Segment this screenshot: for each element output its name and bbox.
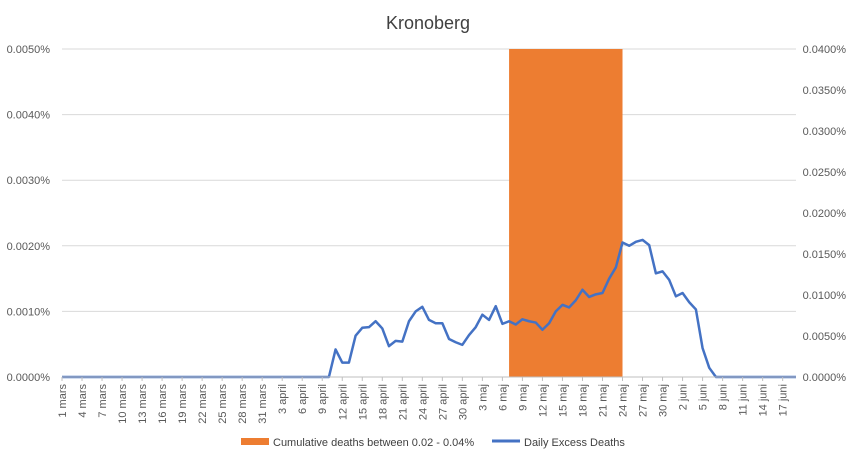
x-tick-label: 13 mars — [137, 384, 149, 424]
x-tick-label: 22 mars — [197, 384, 209, 424]
x-axis: 1 mars 4 mars 7 mars 10 mars 13 mars 16 mars 1… — [57, 377, 790, 424]
y-right-tick-label: 0.0200% — [803, 208, 847, 220]
x-tick-label: 8 juni — [718, 384, 730, 410]
x-tick-label: 7 mars — [97, 384, 109, 418]
x-tick-label: 9 maj — [517, 384, 529, 411]
x-tick-label: 24 maj — [618, 384, 630, 417]
x-tick-label: 6 maj — [497, 384, 509, 411]
y-left-tick-label: 0.0020% — [7, 241, 51, 253]
x-tick-label: 12 maj — [537, 384, 549, 417]
y-right-tick-label: 0.0100% — [803, 290, 847, 302]
x-tick-label: 4 mars — [77, 384, 89, 418]
x-tick-label: 16 mars — [157, 384, 169, 424]
x-tick-label: 5 juni — [698, 384, 710, 410]
band-rect — [509, 49, 623, 377]
x-tick-label: 3 april — [277, 384, 289, 414]
series-line-daily-excess-deaths — [62, 238, 796, 379]
line-layer — [62, 238, 796, 379]
x-tick-label: 9 april — [317, 384, 329, 414]
x-tick-label: 25 mars — [217, 384, 229, 424]
x-tick-label: 21 maj — [597, 384, 609, 417]
y-right-tick-label: 0.0350% — [803, 85, 847, 97]
x-tick-label: 11 juni — [738, 384, 750, 416]
x-tick-label: 30 april — [457, 384, 469, 420]
x-tick-label: 27 maj — [638, 384, 650, 417]
band-layer — [509, 49, 623, 377]
x-tick-label: 19 mars — [177, 384, 189, 424]
y-right-axis: 0.0000% 0.0050% 0.0100% 0.0150% 0.0200% 0.025… — [803, 44, 847, 384]
legend: Cumulative deaths between 0.02 - 0.04% D… — [241, 437, 625, 449]
x-tick-label: 1 mars — [57, 384, 69, 418]
x-tick-label: 10 mars — [117, 384, 129, 424]
y-left-tick-label: 0.0000% — [7, 372, 51, 384]
x-tick-label: 18 maj — [577, 384, 589, 417]
y-right-tick-label: 0.0250% — [803, 167, 847, 179]
x-tick-label: 28 mars — [237, 384, 249, 424]
y-right-tick-label: 0.0150% — [803, 249, 847, 261]
y-right-tick-label: 0.0400% — [803, 44, 847, 56]
x-tick-label: 15 april — [357, 384, 369, 420]
x-tick-label: 14 juni — [758, 384, 770, 416]
x-tick-label: 6 april — [297, 384, 309, 414]
legend-label-band: Cumulative deaths between 0.02 - 0.04% — [273, 437, 474, 449]
chart-title: Kronoberg — [386, 13, 470, 33]
x-tick-label: 18 april — [377, 384, 389, 420]
legend-swatch-band — [241, 438, 269, 445]
y-right-tick-label: 0.0300% — [803, 126, 847, 138]
y-right-tick-label: 0.0000% — [803, 372, 847, 384]
y-left-tick-label: 0.0050% — [7, 44, 51, 56]
y-left-tick-label: 0.0010% — [7, 306, 51, 318]
x-tick-label: 30 maj — [658, 384, 670, 417]
y-left-tick-label: 0.0040% — [7, 110, 51, 122]
x-tick-label: 31 mars — [257, 384, 269, 424]
x-tick-label: 21 april — [397, 384, 409, 420]
legend-label-line: Daily Excess Deaths — [524, 437, 625, 449]
x-tick-label: 15 maj — [557, 384, 569, 417]
x-tick-label: 3 maj — [477, 384, 489, 411]
y-right-tick-label: 0.0050% — [803, 331, 847, 343]
grid — [62, 48, 796, 312]
x-tick-label: 2 juni — [678, 384, 690, 410]
y-left-axis: 0.0000% 0.0010% 0.0020% 0.0030% 0.0040% 0.005… — [7, 44, 51, 384]
x-tick-label: 12 april — [337, 384, 349, 420]
x-tick-label: 27 april — [437, 384, 449, 420]
x-tick-label: 24 april — [417, 384, 429, 420]
x-tick-label: 17 juni — [778, 384, 790, 416]
y-left-tick-label: 0.0030% — [7, 175, 51, 187]
